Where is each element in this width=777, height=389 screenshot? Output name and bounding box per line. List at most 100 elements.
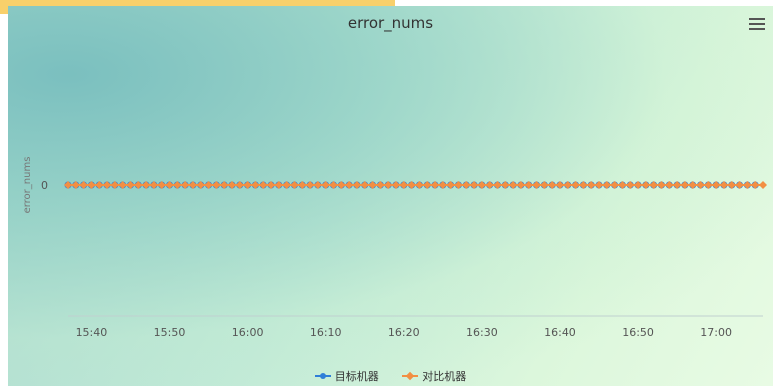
data-point[interactable] <box>548 181 557 189</box>
data-point[interactable] <box>126 181 135 189</box>
data-point[interactable] <box>274 181 283 189</box>
data-point[interactable] <box>337 181 346 189</box>
data-point[interactable] <box>87 181 96 189</box>
data-point[interactable] <box>251 181 260 189</box>
data-point[interactable] <box>290 181 299 189</box>
data-point[interactable] <box>696 181 705 189</box>
data-point[interactable] <box>118 181 127 189</box>
legend-item-compare[interactable]: 对比机器 <box>402 368 466 384</box>
data-point[interactable] <box>602 181 611 189</box>
data-point[interactable] <box>173 181 182 189</box>
data-point[interactable] <box>212 181 221 189</box>
data-point[interactable] <box>524 181 533 189</box>
legend-marker-compare <box>402 371 419 381</box>
data-point[interactable] <box>641 181 650 189</box>
data-point[interactable] <box>759 181 767 189</box>
data-point[interactable] <box>485 181 494 189</box>
chart-panel: error_nums 15:40 15:50 16:00 16:10 16:20 16:3… <box>8 6 773 386</box>
data-point[interactable] <box>103 181 112 189</box>
data-point[interactable] <box>384 181 393 189</box>
data-point[interactable] <box>368 181 377 189</box>
data-point[interactable] <box>493 181 502 189</box>
data-point[interactable] <box>462 181 471 189</box>
data-point[interactable] <box>688 181 697 189</box>
data-point[interactable] <box>680 181 689 189</box>
data-point[interactable] <box>501 181 510 189</box>
data-point[interactable] <box>657 181 666 189</box>
data-point[interactable] <box>751 181 760 189</box>
data-point[interactable] <box>665 181 674 189</box>
data-point[interactable] <box>431 181 440 189</box>
data-point[interactable] <box>298 181 307 189</box>
data-point[interactable] <box>220 181 229 189</box>
data-point[interactable] <box>376 181 385 189</box>
data-point[interactable] <box>470 181 479 189</box>
x-tick-label: 16:50 <box>622 326 654 339</box>
data-point[interactable] <box>415 181 424 189</box>
data-point[interactable] <box>477 181 486 189</box>
data-point[interactable] <box>712 181 721 189</box>
data-point[interactable] <box>532 181 541 189</box>
data-point[interactable] <box>282 181 291 189</box>
data-point[interactable] <box>204 181 213 189</box>
data-point[interactable] <box>157 181 166 189</box>
data-point[interactable] <box>610 181 619 189</box>
data-point[interactable] <box>595 181 604 189</box>
data-point[interactable] <box>516 181 525 189</box>
data-point[interactable] <box>352 181 361 189</box>
data-point[interactable] <box>423 181 432 189</box>
data-point[interactable] <box>673 181 682 189</box>
data-point[interactable] <box>71 181 80 189</box>
x-tick-label: 15:50 <box>154 326 186 339</box>
legend-item-target[interactable]: 目标机器 <box>314 368 379 384</box>
data-point[interactable] <box>95 181 104 189</box>
data-point[interactable] <box>165 181 174 189</box>
data-point[interactable] <box>196 181 205 189</box>
data-point[interactable] <box>235 181 244 189</box>
data-point[interactable] <box>227 181 236 189</box>
data-point[interactable] <box>149 181 158 189</box>
data-point[interactable] <box>438 181 447 189</box>
data-point[interactable] <box>313 181 322 189</box>
data-point[interactable] <box>634 181 643 189</box>
data-point[interactable] <box>719 181 728 189</box>
data-point[interactable] <box>727 181 736 189</box>
hamburger-menu-icon[interactable] <box>749 17 765 31</box>
data-point[interactable] <box>142 181 151 189</box>
data-point[interactable] <box>540 181 549 189</box>
data-point[interactable] <box>454 181 463 189</box>
data-point[interactable] <box>188 181 197 189</box>
data-point[interactable] <box>360 181 369 189</box>
legend: 目标机器 对比机器 <box>8 368 773 384</box>
data-point[interactable] <box>571 181 580 189</box>
data-point[interactable] <box>391 181 400 189</box>
data-point[interactable] <box>306 181 315 189</box>
data-point[interactable] <box>134 181 143 189</box>
data-point[interactable] <box>79 181 88 189</box>
data-point[interactable] <box>509 181 518 189</box>
data-point[interactable] <box>329 181 338 189</box>
data-point[interactable] <box>181 181 190 189</box>
data-point[interactable] <box>735 181 744 189</box>
data-point[interactable] <box>587 181 596 189</box>
data-point[interactable] <box>743 181 752 189</box>
data-point[interactable] <box>259 181 268 189</box>
data-point[interactable] <box>407 181 416 189</box>
data-point[interactable] <box>267 181 276 189</box>
data-point[interactable] <box>321 181 330 189</box>
data-point[interactable] <box>446 181 455 189</box>
legend-label-compare: 对比机器 <box>422 370 467 383</box>
data-point[interactable] <box>243 181 252 189</box>
data-point[interactable] <box>618 181 627 189</box>
data-point[interactable] <box>579 181 588 189</box>
data-point[interactable] <box>555 181 564 189</box>
data-point[interactable] <box>649 181 658 189</box>
data-point[interactable] <box>64 181 72 189</box>
x-tick-label: 16:30 <box>466 326 498 339</box>
data-point[interactable] <box>563 181 572 189</box>
data-point[interactable] <box>345 181 354 189</box>
data-point[interactable] <box>704 181 713 189</box>
data-point[interactable] <box>399 181 408 189</box>
data-point[interactable] <box>626 181 635 189</box>
data-point[interactable] <box>110 181 119 189</box>
